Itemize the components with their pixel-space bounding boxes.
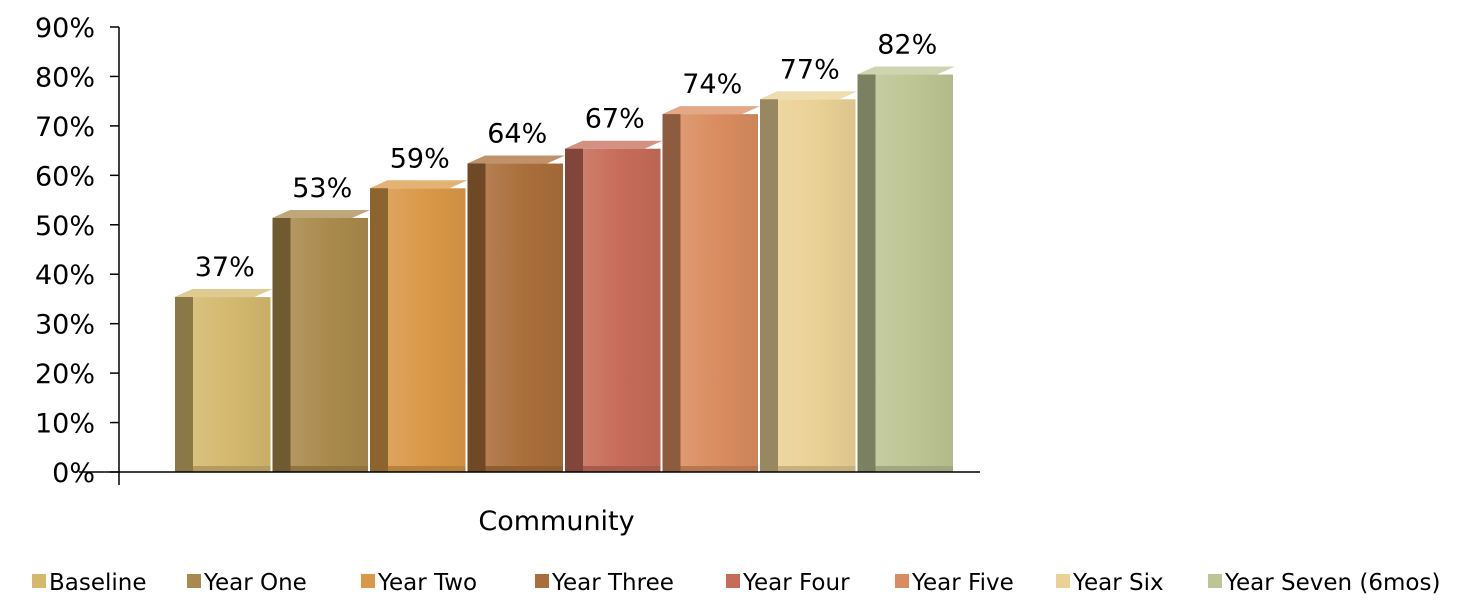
- y-tick-label: 0%: [52, 458, 95, 489]
- legend: Baseline Year One Year Two Year Three Year F…: [32, 570, 1440, 596]
- y-tick-label: 80%: [35, 62, 95, 93]
- bar-top: [467, 155, 565, 164]
- bar-year-four: [565, 140, 663, 472]
- y-tick-label: 20%: [35, 359, 95, 390]
- bar-side: [175, 289, 193, 472]
- bar-front: [778, 99, 856, 467]
- bar-side: [857, 66, 876, 473]
- data-labels: 37% 53% 59% 64% 67% 74% 77% 82%: [195, 30, 938, 283]
- bar-top: [272, 209, 370, 218]
- y-tick-label: 50%: [35, 211, 95, 242]
- bar-front: [680, 114, 758, 466]
- bar-base: [583, 466, 661, 472]
- bar-base: [485, 466, 563, 472]
- y-tick-label: 70%: [35, 112, 95, 143]
- bar-top: [857, 66, 955, 75]
- legend-swatch: [1208, 574, 1222, 588]
- bar-top: [662, 106, 760, 115]
- legend-swatch: [187, 574, 201, 588]
- data-label: 53%: [292, 173, 352, 204]
- legend-label: Year Four: [742, 570, 850, 596]
- legend-label: Year Two: [377, 570, 477, 596]
- x-axis-label: Community: [478, 506, 634, 537]
- bar-front: [290, 217, 368, 466]
- legend-swatch: [1056, 574, 1070, 588]
- data-label: 77%: [780, 54, 840, 85]
- legend-item: Year One: [187, 570, 307, 596]
- legend-item: Year Three: [535, 570, 674, 596]
- bar-side: [565, 140, 583, 472]
- legend-item: Baseline: [32, 570, 147, 596]
- bar-base: [290, 466, 368, 472]
- legend-swatch: [895, 574, 909, 588]
- data-label: 82%: [877, 30, 937, 61]
- legend-swatch: [535, 574, 549, 588]
- legend-swatch: [361, 574, 375, 588]
- data-label: 59%: [390, 143, 450, 174]
- data-label: 64%: [487, 119, 547, 150]
- bar-front: [388, 188, 466, 466]
- legend-item: Year Six: [1056, 570, 1164, 596]
- bar-base: [778, 466, 856, 472]
- legend-item: Year Five: [895, 570, 1014, 596]
- y-tick-label: 40%: [35, 260, 95, 291]
- bar-baseline: [175, 289, 273, 472]
- bar-year-six: [760, 91, 858, 473]
- legend-label: Year Seven (6mos): [1224, 570, 1440, 596]
- legend-label: Baseline: [49, 570, 147, 596]
- bar-side: [370, 180, 388, 472]
- legend-label: Year Five: [911, 570, 1014, 596]
- bar-top: [175, 289, 273, 298]
- data-label: 67%: [585, 104, 645, 135]
- y-tick-label: 60%: [35, 161, 95, 192]
- legend-label: Year Six: [1072, 570, 1164, 596]
- bar-side: [760, 91, 778, 473]
- bar-base: [680, 466, 758, 472]
- legend-label: Year Three: [551, 570, 674, 596]
- y-axis: 0% 10% 20% 30% 40% 50% 60% 70% 80% 90%: [35, 13, 120, 489]
- bar-year-three: [467, 155, 565, 473]
- bar-year-five: [662, 106, 760, 472]
- data-label: 37%: [195, 252, 255, 283]
- y-tick-label: 30%: [35, 310, 95, 341]
- bar-side: [467, 155, 486, 473]
- data-label: 74%: [682, 69, 742, 100]
- bar-front: [583, 148, 661, 466]
- bar-year-two: [370, 180, 468, 472]
- y-tick-label: 10%: [35, 409, 95, 440]
- bars: [175, 66, 955, 473]
- legend-item: Year Seven (6mos): [1208, 570, 1440, 596]
- bar-front: [485, 163, 563, 467]
- bar-year-seven-6mos: [857, 66, 955, 473]
- x-axis: Community: [79, 471, 980, 537]
- bar-base: [388, 466, 466, 472]
- legend-swatch: [32, 574, 46, 588]
- legend-item: Year Two: [361, 570, 477, 596]
- bar-side: [272, 209, 291, 472]
- legend-item: Year Four: [726, 570, 850, 596]
- bar-year-one: [272, 209, 370, 472]
- bar-top: [760, 91, 858, 100]
- bar-base: [193, 466, 271, 472]
- bar-top: [565, 140, 663, 149]
- y-tick-label: 90%: [35, 13, 95, 44]
- legend-label: Year One: [203, 570, 307, 596]
- bar-side: [662, 106, 681, 472]
- bar-top: [370, 180, 468, 189]
- bar-front: [193, 297, 271, 466]
- legend-swatch: [726, 574, 740, 588]
- bar-front: [875, 74, 953, 467]
- bar-base: [875, 466, 953, 472]
